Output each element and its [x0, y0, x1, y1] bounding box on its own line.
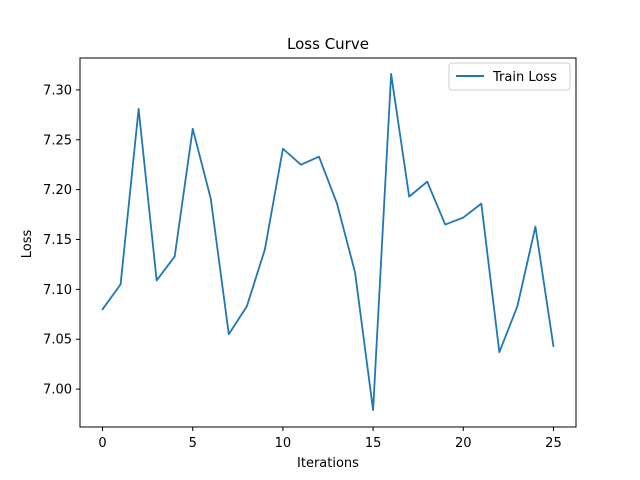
x-tick-label: 0	[98, 436, 106, 451]
x-tick-label: 15	[365, 436, 382, 451]
series-line-train-loss	[101, 73, 555, 411]
axes-frame	[79, 57, 577, 428]
y-tick-label: 7.00	[43, 383, 72, 398]
x-axis-label: Iterations	[297, 456, 359, 471]
x-tick-label: 10	[275, 436, 292, 451]
y-tick-label: 7.05	[43, 333, 72, 348]
y-tick-label: 7.10	[43, 283, 72, 298]
y-axis-label: Loss	[20, 230, 35, 259]
legend-box	[448, 62, 571, 91]
x-tick-label: 20	[455, 436, 472, 451]
y-tick-label: 7.15	[43, 233, 72, 248]
x-tick-label: 25	[545, 436, 562, 451]
x-tick-label: 5	[189, 436, 197, 451]
y-tick-label: 7.20	[43, 183, 72, 198]
y-axis-ticks: 7.00 7.05 7.10 7.15 7.20 7.25 7.30	[43, 83, 80, 398]
legend-label: Train Loss	[492, 70, 557, 85]
plot-area	[101, 73, 555, 411]
y-tick-label: 7.30	[43, 83, 72, 98]
chart-title: Loss Curve	[287, 35, 369, 53]
y-tick-label: 7.25	[43, 133, 72, 148]
legend: Train Loss	[448, 62, 571, 91]
x-axis-ticks: 0 5 10 15 20 25	[98, 427, 562, 451]
